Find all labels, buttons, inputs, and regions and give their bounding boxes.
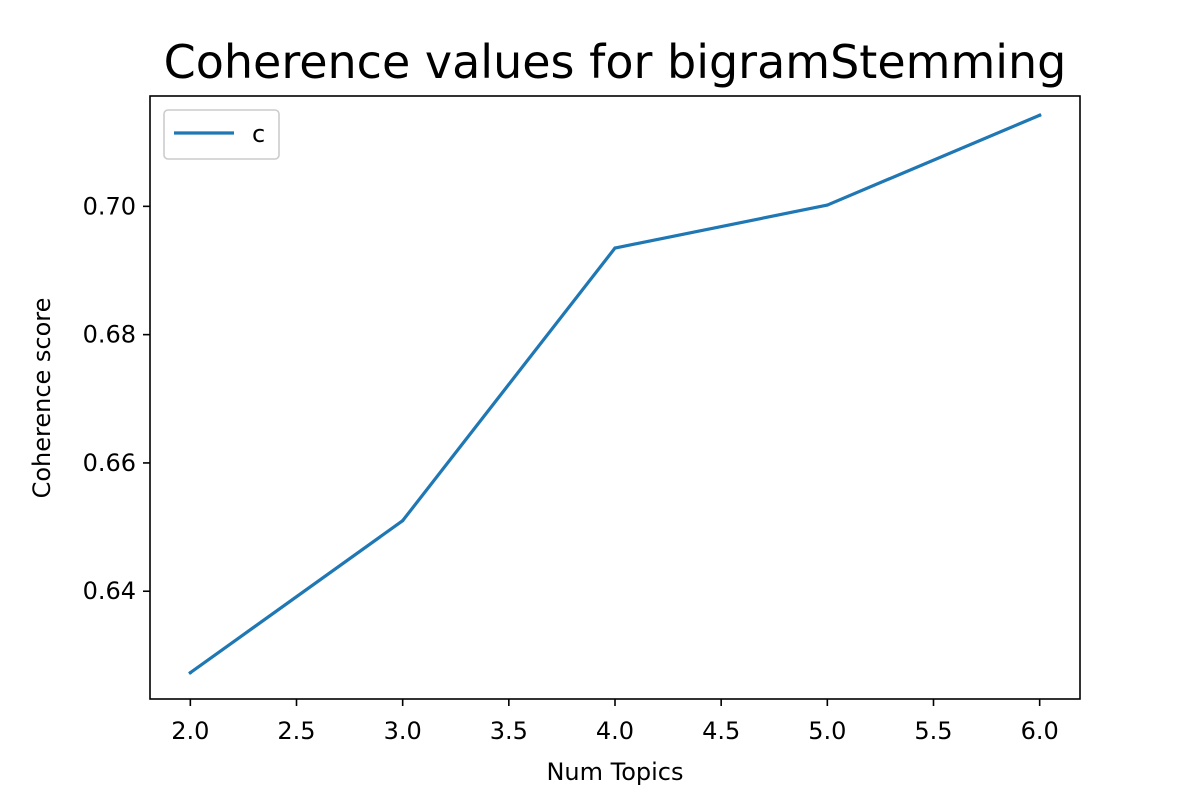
y-tick-label: 0.64 — [83, 577, 136, 605]
data-point — [825, 203, 829, 207]
x-tick-label: 3.5 — [490, 717, 528, 745]
chart-title: Coherence values for bigramStemming — [164, 35, 1067, 89]
y-tick-label: 0.68 — [83, 321, 136, 349]
x-tick-label: 5.5 — [914, 717, 952, 745]
x-tick-label: 4.0 — [596, 717, 634, 745]
y-axis-ticks: 0.64 0.66 0.68 0.70 — [83, 192, 150, 605]
y-tick-label: 0.70 — [83, 192, 136, 220]
x-tick-label: 2.5 — [277, 717, 315, 745]
x-axis-label: Num Topics — [546, 758, 683, 786]
x-tick-label: 6.0 — [1021, 717, 1059, 745]
x-tick-label: 4.5 — [702, 717, 740, 745]
x-tick-label: 2.0 — [171, 717, 209, 745]
y-axis-label: Coherence score — [28, 298, 56, 499]
y-tick-label: 0.66 — [83, 449, 136, 477]
data-point — [1038, 113, 1042, 117]
data-point — [613, 246, 617, 250]
data-point — [401, 519, 405, 523]
x-tick-label: 5.0 — [808, 717, 846, 745]
legend: c — [163, 109, 280, 160]
series-group — [188, 113, 1042, 675]
x-tick-label: 3.0 — [384, 717, 422, 745]
x-axis-ticks: 2.0 2.5 3.0 3.5 4.0 4.5 5.0 5.5 6.0 — [171, 699, 1059, 745]
legend-label-c: c — [252, 120, 265, 148]
data-point — [188, 671, 192, 675]
